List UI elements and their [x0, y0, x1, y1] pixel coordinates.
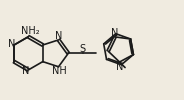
Text: N: N — [22, 66, 29, 76]
Text: N: N — [8, 39, 15, 49]
Text: N: N — [55, 31, 62, 41]
Text: S: S — [80, 44, 86, 54]
Text: N: N — [116, 62, 123, 72]
Text: N: N — [111, 28, 118, 38]
Text: NH₂: NH₂ — [21, 26, 40, 36]
Text: NH: NH — [52, 66, 67, 76]
